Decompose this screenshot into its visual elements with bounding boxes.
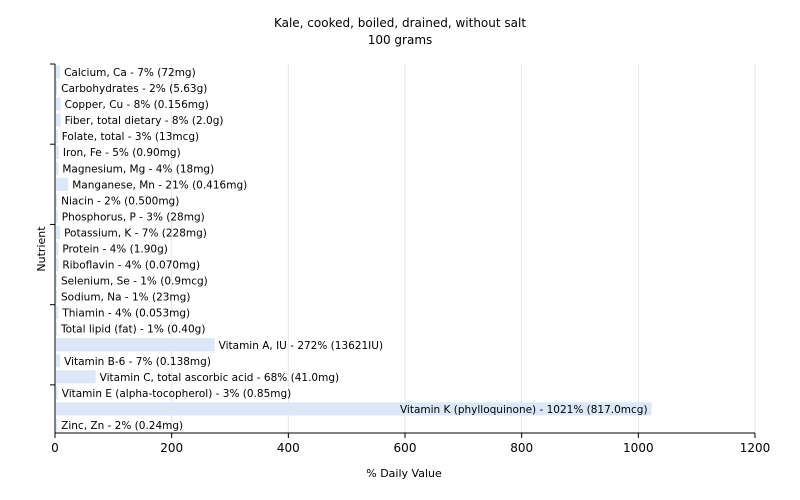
- bar-label: Iron, Fe - 5% (0.90mg): [63, 147, 181, 159]
- bar: [56, 338, 215, 352]
- bar-label: Vitamin E (alpha-tocopherol) - 3% (0.85m…: [62, 388, 292, 400]
- bar: [56, 65, 61, 79]
- bar: [56, 370, 96, 384]
- bar: [56, 97, 61, 111]
- bar-label: Manganese, Mn - 21% (0.416mg): [72, 179, 247, 191]
- bar-label: Vitamin C, total ascorbic acid - 68% (41…: [100, 372, 339, 384]
- bar: [56, 402, 652, 416]
- bar: [56, 241, 59, 256]
- bar: [56, 113, 61, 127]
- x-tick-label: 400: [277, 441, 300, 455]
- bar-label: Zinc, Zn - 2% (0.24mg): [61, 420, 183, 432]
- bar: [56, 209, 58, 223]
- bar-label: Total lipid (fat) - 1% (0.40g): [60, 324, 205, 336]
- x-tick-label: 1200: [740, 441, 771, 455]
- x-tick-label: 600: [394, 441, 417, 455]
- bar: [56, 161, 59, 175]
- grid-lines: [171, 64, 756, 433]
- bar: [56, 290, 57, 304]
- bar-label: Copper, Cu - 8% (0.156mg): [65, 99, 209, 111]
- chart-subtitle: 100 grams: [368, 33, 433, 47]
- bar-label: Vitamin B-6 - 7% (0.138mg): [64, 356, 211, 368]
- x-tick-label: 1000: [623, 441, 654, 455]
- y-axis-label: Nutrient: [35, 226, 48, 272]
- bar-label: Protein - 4% (1.90g): [62, 244, 168, 256]
- bar-label: Thiamin - 4% (0.053mg): [61, 308, 190, 320]
- bar-label: Riboflavin - 4% (0.070mg): [62, 260, 200, 272]
- bar-label: Vitamin A, IU - 272% (13621IU): [219, 340, 383, 352]
- bar-label: Fiber, total dietary - 8% (2.0g): [65, 115, 224, 127]
- x-ticks: 0 200 400 600 800 1000 1200: [51, 433, 770, 455]
- bar-label: Sodium, Na - 1% (23mg): [61, 292, 190, 304]
- bars: [56, 65, 652, 432]
- bar-label: Potassium, K - 7% (228mg): [64, 227, 207, 239]
- bar-label: Calcium, Ca - 7% (72mg): [64, 67, 196, 79]
- bar: [56, 354, 61, 368]
- bar-labels: Calcium, Ca - 7% (72mg) Carbohydrates - 2…: [60, 67, 648, 432]
- x-axis-label: % Daily Value: [366, 467, 442, 480]
- x-tick-label: 200: [160, 441, 183, 455]
- bar-label: Folate, total - 3% (13mcg): [62, 131, 199, 143]
- bar-label: Niacin - 2% (0.500mg): [61, 195, 179, 207]
- bar: [56, 257, 59, 272]
- x-tick-label: 800: [510, 441, 533, 455]
- bar: [56, 145, 59, 159]
- bar: [56, 386, 58, 400]
- bar: [56, 81, 58, 95]
- bar: [56, 418, 58, 432]
- chart-title: Kale, cooked, boiled, drained, without s…: [274, 16, 526, 30]
- bar: [56, 225, 61, 240]
- bar: [56, 129, 58, 143]
- bar-label: Magnesium, Mg - 4% (18mg): [62, 163, 214, 175]
- bar-label: Carbohydrates - 2% (5.63g): [61, 83, 207, 95]
- bar: [56, 322, 57, 336]
- x-tick-label: 0: [51, 441, 59, 455]
- bar: [56, 193, 58, 207]
- bar-label: Phosphorus, P - 3% (28mg): [62, 211, 205, 223]
- bar: [56, 306, 59, 320]
- bar-label: Selenium, Se - 1% (0.9mcg): [61, 276, 208, 288]
- bar: [56, 274, 57, 288]
- bar: [56, 177, 69, 191]
- bar-label: Vitamin K (phylloquinone) - 1021% (817.0…: [400, 404, 648, 416]
